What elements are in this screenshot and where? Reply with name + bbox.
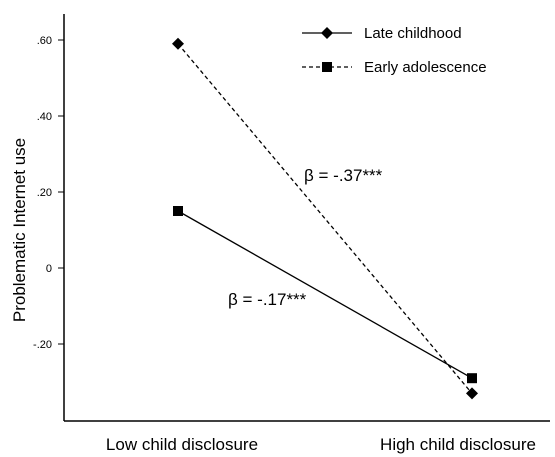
svg-text:Late childhood: Late childhood: [364, 25, 462, 42]
svg-text:.60: .60: [37, 35, 52, 47]
annotation-beta-late-childhood: β = -.37***: [304, 166, 383, 185]
category-label-high: High child disclosure: [380, 435, 536, 454]
y-axis-label: Problematic Internet use: [10, 138, 29, 322]
point-early-adolescence-high: [467, 373, 477, 384]
point-late-childhood-high: [466, 387, 478, 400]
y-tick-4: -.20: [33, 339, 64, 351]
legend-diamond-icon: [321, 27, 333, 39]
y-tick-1: .40: [37, 111, 64, 123]
svg-text:.20: .20: [37, 187, 52, 199]
category-label-low: Low child disclosure: [106, 435, 258, 454]
svg-text:-.20: -.20: [33, 339, 52, 351]
svg-text:Early adolescence: Early adolescence: [364, 59, 487, 76]
legend-square-icon: [322, 62, 332, 72]
legend-item-late-childhood: Late childhood: [302, 25, 462, 42]
annotation-beta-early-adolescence: β = -.17***: [228, 290, 307, 309]
svg-text:.40: .40: [37, 111, 52, 123]
y-tick-0: .60: [37, 35, 64, 47]
svg-text:0: 0: [46, 263, 52, 275]
point-late-childhood-low: [172, 37, 184, 50]
series-line-early-adolescence: [177, 210, 473, 379]
legend: Late childhood Early adolescence: [302, 25, 487, 76]
point-early-adolescence-low: [173, 206, 183, 216]
y-tick-2: .20: [37, 187, 64, 199]
series-line-late-childhood: [177, 43, 473, 394]
legend-item-early-adolescence: Early adolescence: [302, 59, 487, 76]
y-tick-3: 0: [46, 263, 64, 275]
